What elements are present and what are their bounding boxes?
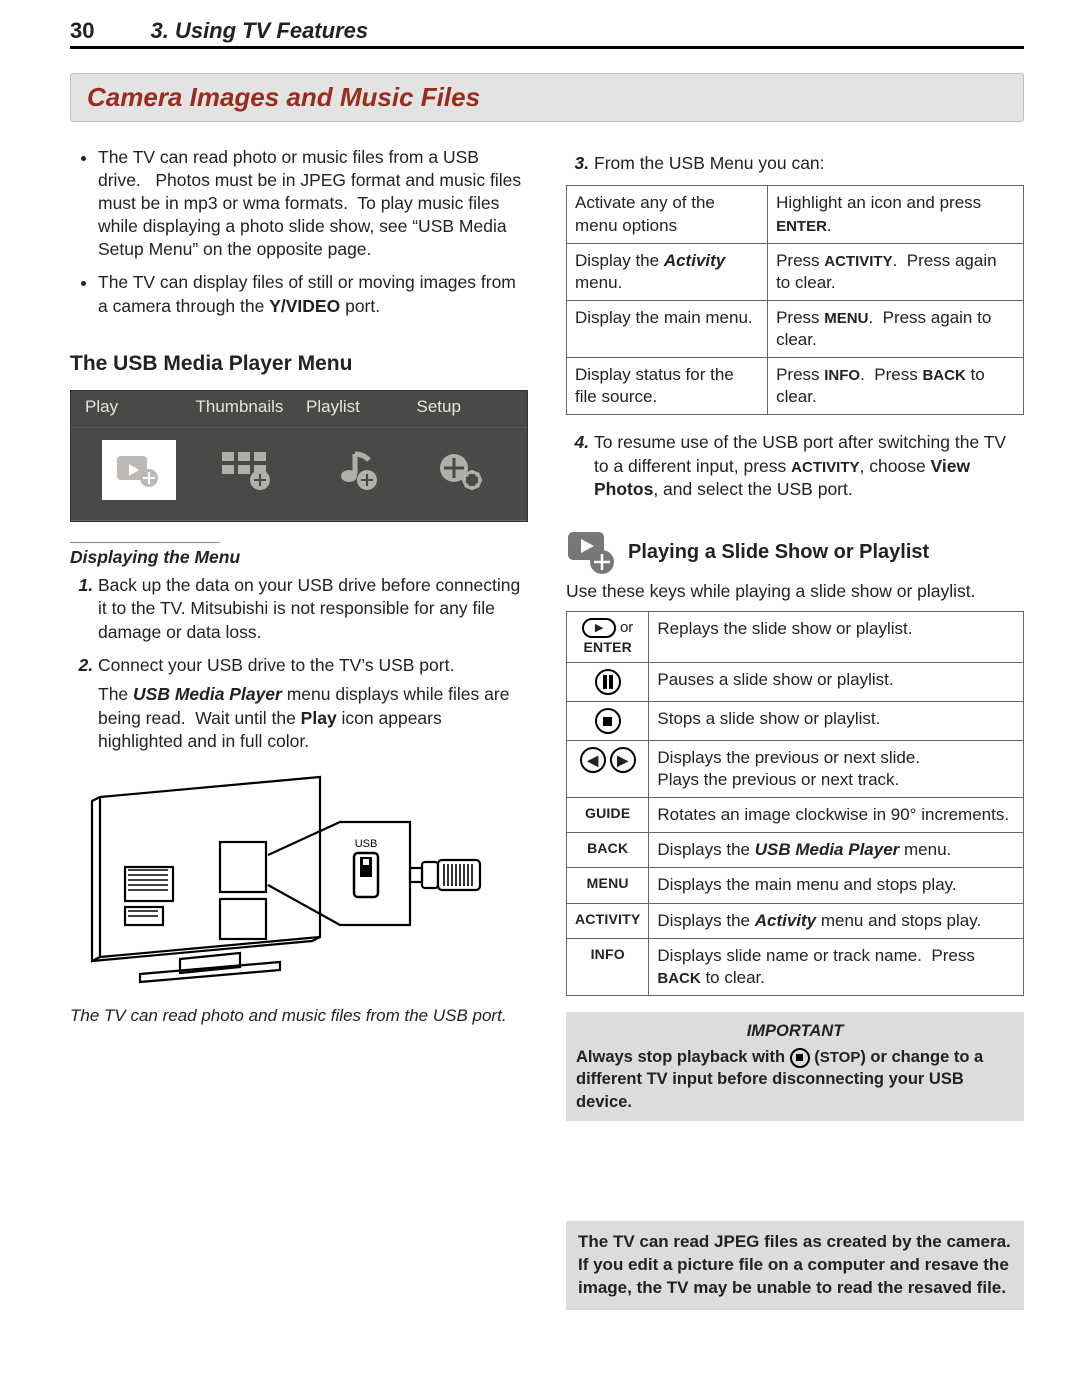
table-row: orENTER Replays the slide show or playli… bbox=[567, 611, 1024, 662]
table-row: Pauses a slide show or playlist. bbox=[567, 663, 1024, 702]
usb-player-tabs: Play Thumbnails Playlist Setup bbox=[71, 391, 527, 428]
next-icon: ▶ bbox=[610, 747, 636, 773]
page-header: 30 3. Using TV Features bbox=[70, 18, 1024, 49]
tab-setup: Setup bbox=[417, 397, 528, 417]
table-row: Display status for the file source. Pres… bbox=[567, 358, 1024, 415]
stop-icon bbox=[595, 708, 621, 734]
step-3: From the USB Menu you can: bbox=[594, 152, 1024, 175]
usb-label: USB bbox=[355, 838, 378, 850]
thumbnails-icon bbox=[192, 448, 299, 492]
table-row: ACTIVITY Displays the Activity menu and … bbox=[567, 903, 1024, 938]
stop-icon bbox=[790, 1048, 810, 1068]
table-row: Stops a slide show or playlist. bbox=[567, 702, 1024, 741]
important-note: IMPORTANT Always stop playback with (STO… bbox=[566, 1012, 1024, 1121]
table-row: Display the main menu. Press MENU. Press… bbox=[567, 300, 1024, 357]
table-row: Display the Activity menu. Press ACTIVIT… bbox=[567, 243, 1024, 300]
play-icon bbox=[102, 440, 176, 500]
table-row: GUIDE Rotates an image clockwise in 90° … bbox=[567, 798, 1024, 833]
table-row: BACK Displays the USB Media Player menu. bbox=[567, 833, 1024, 868]
illustration-caption: The TV can read photo and music files fr… bbox=[70, 1005, 528, 1027]
slideshow-lead: Use these keys while playing a slide sho… bbox=[566, 580, 1024, 603]
slideshow-title: Playing a Slide Show or Playlist bbox=[628, 541, 929, 564]
steps-list: Back up the data on your USB drive befor… bbox=[70, 574, 528, 753]
setup-icon bbox=[406, 448, 513, 492]
usb-menu-table: Activate any of the menu options Highlig… bbox=[566, 185, 1024, 415]
playlist-icon bbox=[299, 448, 406, 492]
keys-table: orENTER Replays the slide show or playli… bbox=[566, 611, 1024, 996]
step-2: Connect your USB drive to the TV’s USB p… bbox=[98, 654, 528, 753]
tv-usb-illustration: USB bbox=[70, 767, 528, 997]
tab-playlist: Playlist bbox=[306, 397, 417, 417]
intro-bullet: The TV can read photo or music files fro… bbox=[98, 146, 528, 261]
jpeg-note: The TV can read JPEG files as created by… bbox=[566, 1221, 1024, 1310]
section-title: Camera Images and Music Files bbox=[70, 73, 1024, 122]
play-button-icon bbox=[582, 618, 616, 638]
step-4: To resume use of the USB port after swit… bbox=[594, 431, 1024, 501]
intro-bullets: The TV can read photo or music files fro… bbox=[70, 146, 528, 318]
steps-list-right: From the USB Menu you can: bbox=[566, 152, 1024, 175]
right-column: From the USB Menu you can: Activate any … bbox=[566, 146, 1024, 1310]
prev-icon: ◀ bbox=[580, 747, 606, 773]
step-2-follow: The USB Media Player menu displays while… bbox=[98, 683, 528, 752]
table-row: ◀ ▶ Displays the previous or next slide.… bbox=[567, 741, 1024, 798]
table-row: Activate any of the menu options Highlig… bbox=[567, 186, 1024, 243]
important-title: IMPORTANT bbox=[576, 1020, 1014, 1042]
page: 30 3. Using TV Features Camera Images an… bbox=[0, 0, 1080, 1350]
table-row: INFO Displays slide name or track name. … bbox=[567, 938, 1024, 995]
left-column: The TV can read photo or music files fro… bbox=[70, 146, 528, 1310]
step-1: Back up the data on your USB drive befor… bbox=[98, 574, 528, 644]
chapter-title: 3. Using TV Features bbox=[150, 18, 368, 44]
page-number: 30 bbox=[70, 18, 94, 44]
usb-player-menu: Play Thumbnails Playlist Setup bbox=[70, 390, 528, 522]
slideshow-heading: Playing a Slide Show or Playlist bbox=[566, 530, 1024, 576]
steps-list-right-2: To resume use of the USB port after swit… bbox=[566, 431, 1024, 501]
table-row: MENU Displays the main menu and stops pl… bbox=[567, 868, 1024, 903]
slideshow-icon bbox=[566, 530, 618, 576]
intro-bullet: The TV can display files of still or mov… bbox=[98, 271, 528, 317]
tab-play: Play bbox=[85, 397, 196, 417]
usb-menu-heading: The USB Media Player Menu bbox=[70, 352, 528, 376]
divider bbox=[70, 542, 220, 543]
displaying-menu-heading: Displaying the Menu bbox=[70, 547, 528, 568]
tab-thumbnails: Thumbnails bbox=[196, 397, 307, 417]
pause-icon bbox=[595, 669, 621, 695]
